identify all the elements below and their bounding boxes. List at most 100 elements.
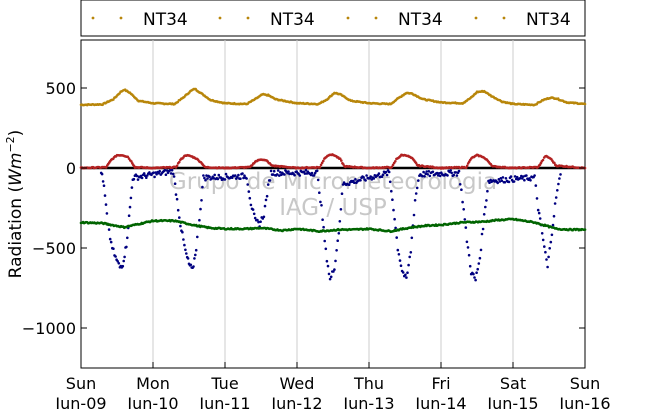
data-point [182, 238, 185, 241]
data-point [201, 185, 204, 189]
data-point [169, 172, 173, 175]
data-point [425, 170, 429, 173]
data-point [381, 173, 385, 176]
data-point [340, 192, 344, 195]
y-tick-label: 0 [66, 159, 76, 178]
data-point [427, 170, 431, 173]
data-point [504, 177, 508, 180]
data-point [428, 174, 432, 178]
data-point [393, 217, 396, 221]
data-point [140, 176, 144, 180]
data-point [353, 181, 356, 184]
data-point [271, 173, 275, 176]
y-axis: 500 0 −500 −1000 [22, 79, 585, 338]
x-tick-day: Sat [500, 374, 526, 393]
data-point [312, 174, 316, 177]
data-point [339, 208, 343, 211]
data-point [529, 179, 532, 182]
data-point [194, 253, 197, 257]
data-point [465, 164, 469, 168]
data-point [485, 199, 488, 202]
data-point [583, 228, 587, 231]
data-point [354, 178, 357, 181]
series-1 [79, 153, 587, 170]
data-point [102, 184, 106, 187]
data-point [479, 248, 483, 252]
data-point [122, 259, 125, 263]
data-point [549, 240, 553, 244]
series-2 [99, 168, 562, 282]
data-point [198, 218, 201, 222]
data-point [548, 247, 551, 250]
data-point [100, 172, 104, 176]
data-point [496, 181, 500, 185]
data-point [385, 173, 389, 177]
data-point [395, 236, 399, 239]
data-point [328, 277, 332, 281]
data-point [287, 170, 290, 173]
x-tick-day: Tue [210, 374, 238, 393]
data-point [279, 171, 282, 174]
data-point [117, 262, 121, 265]
data-point [475, 271, 478, 275]
data-point [175, 197, 179, 201]
data-point [554, 196, 558, 199]
data-point [552, 214, 556, 218]
data-point [461, 200, 464, 204]
x-tick-date: Jun-09 [54, 394, 106, 409]
legend-marker [346, 16, 350, 20]
data-point [320, 204, 323, 207]
data-point [259, 220, 262, 223]
data-point [337, 232, 341, 235]
data-point [405, 276, 408, 279]
data-point [135, 174, 139, 178]
data-point [206, 177, 209, 180]
data-point [319, 200, 322, 204]
data-point [316, 178, 320, 182]
data-point [436, 174, 440, 177]
data-point [541, 238, 545, 242]
data-point [536, 208, 540, 212]
data-point [234, 174, 237, 177]
data-point [257, 220, 260, 224]
data-point [318, 191, 321, 194]
data-point [523, 178, 526, 182]
y-axis-label: Radiation (Wm−2) [4, 130, 26, 279]
data-point [194, 248, 198, 252]
data-point [408, 255, 412, 259]
data-point [130, 186, 134, 189]
data-point [462, 208, 466, 211]
data-point [155, 173, 158, 176]
data-point [454, 171, 458, 174]
data-point [265, 194, 269, 198]
data-point [498, 180, 502, 183]
data-point [268, 179, 272, 182]
data-point [186, 257, 190, 260]
data-point [223, 178, 227, 181]
data-point [325, 259, 329, 263]
data-point [126, 236, 129, 240]
data-point [414, 192, 418, 195]
data-point [256, 218, 259, 222]
data-point [410, 236, 414, 240]
legend-marker [119, 16, 123, 20]
data-point [213, 173, 216, 177]
data-point [534, 184, 538, 187]
data-point [455, 174, 459, 177]
data-point [478, 256, 482, 260]
data-point [338, 157, 342, 160]
data-point [128, 205, 132, 209]
data-point [125, 245, 128, 249]
legend-marker [502, 16, 506, 20]
data-point [540, 232, 544, 235]
data-point [512, 180, 516, 183]
data-point [164, 173, 168, 176]
data-point [474, 278, 477, 282]
data-point [315, 169, 319, 173]
data-point [112, 247, 115, 250]
data-point [390, 165, 394, 169]
data-point [105, 212, 109, 215]
data-point [450, 171, 454, 175]
data-point [172, 175, 176, 178]
